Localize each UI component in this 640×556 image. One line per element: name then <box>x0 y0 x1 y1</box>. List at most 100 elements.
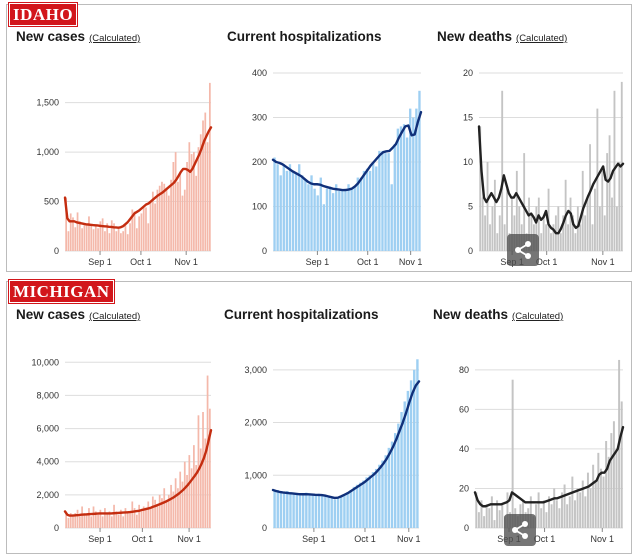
bar <box>615 206 618 251</box>
bar <box>165 187 168 251</box>
y-tick-label: 100 <box>252 202 267 212</box>
share-button[interactable] <box>507 234 539 266</box>
bar <box>94 224 97 251</box>
bar <box>359 177 363 251</box>
bar <box>550 233 552 251</box>
bar <box>135 228 138 251</box>
y-tick-label: 6,000 <box>36 424 59 434</box>
bar <box>117 514 120 528</box>
bar <box>559 233 562 251</box>
x-tick-label: Sep 1 <box>302 534 326 544</box>
bar <box>85 514 88 528</box>
bar <box>282 164 285 251</box>
bar <box>69 213 72 251</box>
bar <box>183 461 186 528</box>
bar <box>206 142 209 251</box>
bar <box>147 501 150 528</box>
bar <box>511 379 514 528</box>
bar <box>381 150 384 252</box>
chart-title-idaho-deaths: New deaths (Calculated) <box>437 29 567 44</box>
average-line <box>271 110 423 192</box>
y-tick-label: 8,000 <box>36 390 59 400</box>
bar <box>314 494 318 528</box>
bar <box>151 496 154 528</box>
bar <box>81 506 83 528</box>
bar <box>415 108 418 251</box>
x-tick-label: Nov 1 <box>591 257 615 267</box>
bar <box>195 175 198 251</box>
calculated-link[interactable]: (Calculated) <box>512 311 564 322</box>
bar <box>154 203 156 251</box>
bar <box>550 504 553 528</box>
bar <box>276 490 279 528</box>
bar <box>273 489 276 528</box>
bar <box>170 179 172 251</box>
x-tick-label: Nov 1 <box>399 257 423 267</box>
bar <box>362 170 366 251</box>
bar <box>316 195 319 252</box>
bar <box>172 491 175 528</box>
calculated-link[interactable]: (Calculated) <box>89 311 141 322</box>
bar <box>384 153 387 251</box>
bar <box>122 231 125 251</box>
bar <box>108 233 111 251</box>
average-line <box>271 380 421 500</box>
x-tick-label: Oct 1 <box>130 257 152 267</box>
bar <box>147 223 150 251</box>
bar <box>208 408 211 528</box>
chart-title-text: New cases <box>16 307 86 322</box>
bar <box>605 441 608 528</box>
bar <box>483 516 486 528</box>
bar <box>592 464 595 528</box>
bar <box>506 492 509 528</box>
bar <box>115 511 118 528</box>
bar <box>99 221 102 251</box>
bar <box>607 456 610 528</box>
bar <box>161 181 163 251</box>
bar <box>606 153 609 251</box>
average-line <box>63 429 213 517</box>
calculated-link[interactable]: (Calculated) <box>89 33 141 44</box>
bar <box>72 217 74 251</box>
bar <box>356 177 359 251</box>
bar <box>101 218 104 251</box>
bar <box>94 511 97 528</box>
y-tick-label: 20 <box>463 68 473 78</box>
bar <box>341 190 344 251</box>
bar <box>498 215 501 251</box>
bar <box>537 492 540 528</box>
bar <box>381 460 384 528</box>
bar <box>327 496 330 528</box>
bar <box>181 195 184 251</box>
bar <box>591 224 594 251</box>
bar <box>371 472 375 528</box>
y-tick-label: 20 <box>459 483 469 493</box>
bar <box>594 480 597 528</box>
bar <box>276 164 279 251</box>
bar <box>101 516 104 528</box>
bar <box>537 197 540 251</box>
bar <box>317 493 321 528</box>
share-button[interactable] <box>504 514 536 546</box>
bar <box>291 170 295 251</box>
michigan-hospitalizations-chart: 0 1,000 2,000 3,000 Sep 1 Oct 1 Nov 1 <box>244 359 421 544</box>
bar <box>124 225 127 251</box>
bar <box>165 501 168 528</box>
bar <box>298 493 302 528</box>
bar <box>528 197 530 251</box>
bar <box>72 516 74 528</box>
bar <box>154 499 156 528</box>
bar <box>301 175 304 251</box>
bar <box>555 500 558 528</box>
bar <box>566 504 569 528</box>
calculated-link[interactable]: (Calculated) <box>516 33 568 44</box>
bar <box>113 223 115 251</box>
bar <box>596 108 599 251</box>
y-tick-label: 60 <box>459 404 469 414</box>
bar <box>352 486 356 528</box>
y-tick-label: 0 <box>262 523 267 533</box>
bar <box>195 465 198 528</box>
bar <box>145 508 147 528</box>
x-tick-label: Oct 1 <box>132 534 154 544</box>
bar <box>486 162 489 251</box>
